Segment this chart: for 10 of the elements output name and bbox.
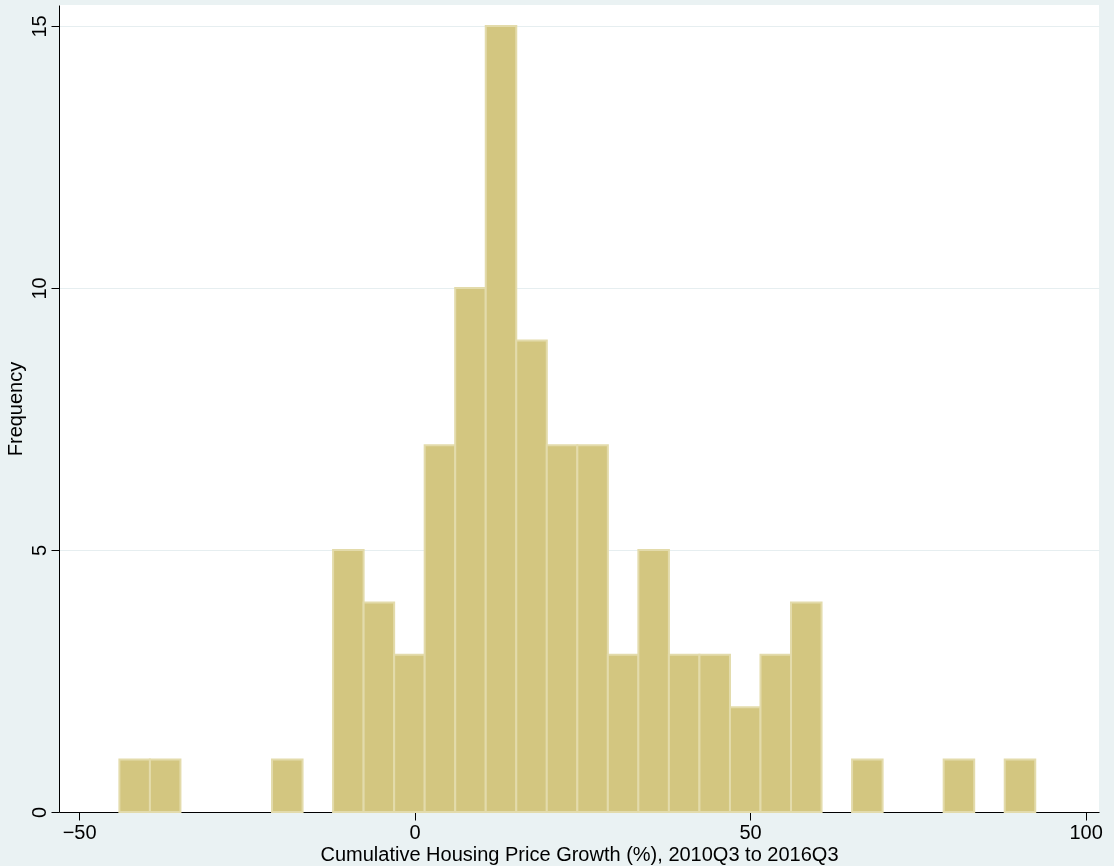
y-tick-label: 15 [27,15,50,38]
y-tick-label: 0 [27,806,50,819]
x-tick-label: 50 [739,820,762,843]
x-tick-label: 100 [1069,820,1103,843]
y-axis-title: Frequency [3,361,26,457]
x-axis-title: Cumulative Housing Price Growth (%), 2010Q3 to 2016Q3 [320,842,839,865]
y-tick-label: 5 [27,544,50,557]
x-tick-label: 0 [409,820,421,843]
y-tick-label: 10 [27,277,50,300]
x-tick-label: −50 [62,820,97,843]
